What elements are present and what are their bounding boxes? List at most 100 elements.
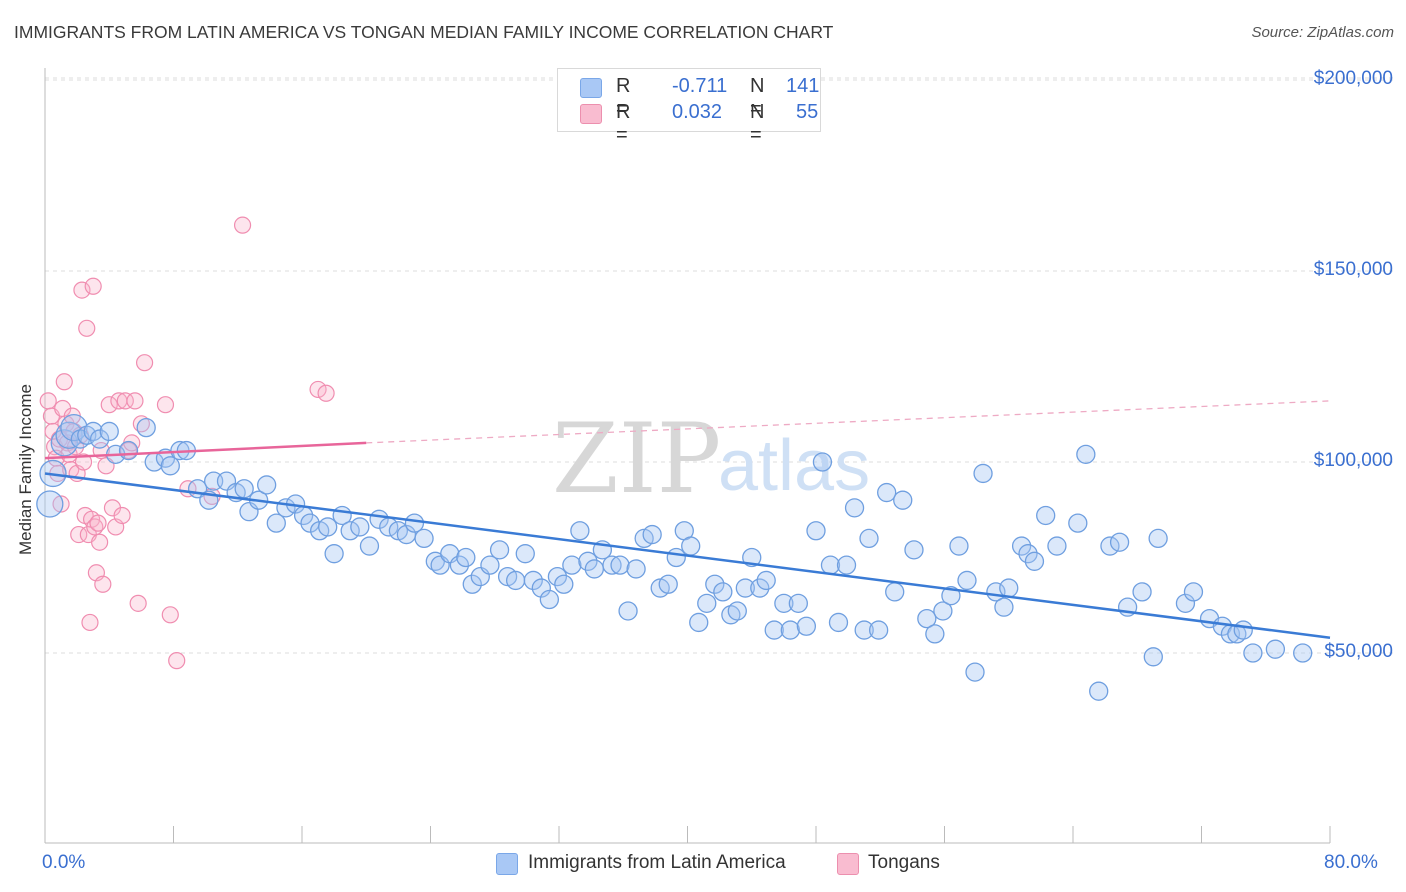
latin-america-point — [60, 413, 88, 442]
latin-america-point — [1265, 639, 1286, 659]
legend-swatch-blue — [580, 78, 602, 98]
latin-america-point — [933, 601, 953, 621]
latin-america-point — [904, 540, 924, 560]
latin-america-point — [1036, 505, 1056, 526]
latin-america-point — [1143, 647, 1163, 667]
tongans-point — [55, 373, 73, 391]
tongans-point — [81, 613, 99, 632]
latin-america-point — [1183, 582, 1204, 602]
latin-america-point — [562, 555, 582, 575]
latin-america-point — [554, 574, 574, 594]
latin-america-point — [1293, 643, 1313, 663]
tongans-point — [39, 392, 57, 410]
latin-america-point — [523, 570, 543, 591]
latin-america-point — [515, 544, 535, 564]
latin-america-point — [266, 513, 286, 533]
latin-america-point — [854, 620, 874, 640]
latin-america-point — [1047, 536, 1067, 556]
latin-america-point — [480, 555, 500, 575]
latin-america-point — [999, 578, 1019, 598]
tongans-trend-line — [44, 441, 367, 460]
latin-america-point — [681, 536, 701, 556]
bottom-legend-swatch-pink — [837, 853, 859, 875]
latin-america-point — [55, 421, 83, 449]
latin-america-point — [1233, 620, 1253, 640]
y-tick-label: $50,000 — [1324, 641, 1393, 662]
latin-america-point — [820, 555, 841, 575]
latin-america-point — [796, 616, 817, 636]
latin-america-point — [788, 593, 808, 613]
bottom-legend-label: Immigrants from Latin America — [528, 852, 786, 873]
y-tick-label: $150,000 — [1313, 259, 1393, 280]
latin-america-point — [885, 582, 905, 602]
latin-america-point — [359, 536, 380, 556]
latin-america-point — [118, 440, 139, 461]
tongans-point — [52, 495, 70, 513]
x-tick-min: 0.0% — [42, 852, 86, 873]
latin-america-point — [1148, 528, 1168, 549]
trend-lines — [44, 400, 1331, 639]
latin-america-point — [697, 593, 717, 613]
latin-america-point — [836, 555, 857, 575]
latin-america-point — [994, 597, 1014, 617]
legend-r-label: R = — [616, 75, 631, 120]
latin-america-point — [750, 578, 770, 598]
latin-america-point — [160, 456, 180, 476]
tongans-point — [168, 652, 186, 670]
latin-america-trend-line — [44, 472, 1331, 639]
latin-america-point — [893, 490, 913, 510]
tongans-trend-extension — [366, 400, 1331, 444]
latin-america-point — [1089, 681, 1109, 701]
tongans-point — [84, 277, 102, 295]
latin-america-point — [780, 620, 800, 640]
chart-title: IMMIGRANTS FROM LATIN AMERICA VS TONGAN … — [14, 22, 834, 42]
tongans-point — [113, 506, 131, 525]
latin-america-point — [626, 559, 646, 579]
tongans-point — [100, 396, 118, 414]
latin-america-point — [234, 479, 254, 499]
tongans-point — [129, 594, 147, 612]
tongans-point — [309, 380, 327, 399]
latin-america-point — [735, 578, 755, 598]
latin-america-point — [602, 555, 622, 575]
tongans-point — [156, 396, 175, 414]
latin-america-point — [578, 551, 598, 571]
tongans-point — [317, 384, 335, 402]
tongans-point — [89, 514, 107, 532]
latin-america-point — [658, 574, 678, 594]
latin-america-point — [618, 601, 638, 621]
latin-america-point — [547, 566, 568, 587]
latin-america-point — [584, 559, 604, 579]
tongans-point — [73, 281, 91, 299]
tongans-point — [70, 525, 88, 544]
axes — [44, 68, 1331, 844]
latin-america-point — [318, 517, 338, 537]
legend-n-label: N = — [750, 101, 765, 146]
latin-america-point — [925, 624, 945, 644]
latin-america-point — [828, 612, 849, 633]
latin-america-point — [324, 544, 344, 564]
latin-america-point — [462, 574, 482, 594]
watermark-atlas: atlas — [718, 426, 870, 506]
latin-america-point — [965, 662, 985, 682]
legend-r-value: -0.711 — [672, 75, 728, 97]
latin-america-point — [1024, 551, 1045, 571]
latin-america-point — [505, 570, 526, 591]
latin-america-point — [539, 589, 560, 610]
tongans-point — [126, 392, 144, 410]
latin-america-point — [456, 547, 476, 568]
x-tick-max: 80.0% — [1324, 852, 1378, 873]
y-tick-label: $200,000 — [1313, 68, 1393, 89]
latin-america-point — [877, 482, 897, 503]
latin-america-point — [1100, 536, 1120, 556]
latin-america-point — [136, 417, 156, 438]
source-credit: Source: ZipAtlas.com — [1251, 24, 1394, 41]
latin-america-point — [941, 586, 961, 606]
latin-america-point — [1018, 544, 1038, 564]
latin-america-point — [449, 555, 470, 575]
latin-america-point — [844, 498, 865, 518]
latin-america-point — [764, 620, 784, 640]
latin-america-point — [774, 593, 794, 613]
